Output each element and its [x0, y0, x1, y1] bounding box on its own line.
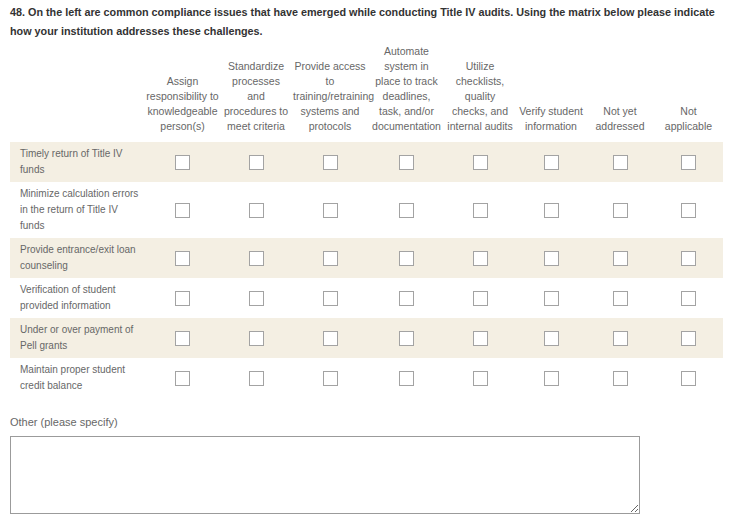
- column-header-not-yet-addressed: Not yet addressed: [586, 44, 654, 142]
- matrix-checkbox-r2-c2[interactable]: [323, 251, 338, 266]
- matrix-checkbox-r3-c0[interactable]: [175, 291, 190, 306]
- matrix-checkbox-r2-c5[interactable]: [544, 251, 559, 266]
- table-row-verification: Verification of student provided informa…: [10, 278, 723, 318]
- table-row-pell-grants: Under or over payment of Pell grants: [10, 318, 723, 358]
- matrix-checkbox-r3-c6[interactable]: [613, 291, 628, 306]
- matrix-checkbox-r1-c0[interactable]: [175, 203, 190, 218]
- matrix-checkbox-r2-c0[interactable]: [175, 251, 190, 266]
- matrix-checkbox-r0-c4[interactable]: [473, 155, 488, 170]
- row-label: Timely return of Title IV funds: [10, 142, 144, 182]
- matrix-checkbox-r0-c3[interactable]: [399, 155, 414, 170]
- matrix-checkbox-r0-c0[interactable]: [175, 155, 190, 170]
- matrix-checkbox-r0-c2[interactable]: [323, 155, 338, 170]
- matrix-checkbox-r5-c1[interactable]: [249, 371, 264, 386]
- matrix-checkbox-r2-c3[interactable]: [399, 251, 414, 266]
- matrix-checkbox-r3-c3[interactable]: [399, 291, 414, 306]
- matrix-checkbox-r3-c4[interactable]: [473, 291, 488, 306]
- matrix-checkbox-r3-c7[interactable]: [681, 291, 696, 306]
- row-label: Under or over payment of Pell grants: [10, 318, 144, 358]
- matrix-checkbox-r4-c2[interactable]: [323, 331, 338, 346]
- matrix-checkbox-r0-c5[interactable]: [544, 155, 559, 170]
- column-header-automate-system: Automate system in place to track deadli…: [369, 44, 444, 142]
- matrix-checkbox-r5-c5[interactable]: [544, 371, 559, 386]
- matrix-checkbox-r3-c5[interactable]: [544, 291, 559, 306]
- matrix-checkbox-r0-c1[interactable]: [249, 155, 264, 170]
- table-row-minimize-errors: Minimize calculation errors in the retur…: [10, 182, 723, 238]
- matrix-checkbox-r2-c1[interactable]: [249, 251, 264, 266]
- matrix-checkbox-r1-c5[interactable]: [544, 203, 559, 218]
- matrix-checkbox-r5-c4[interactable]: [473, 371, 488, 386]
- matrix-checkbox-r1-c2[interactable]: [323, 203, 338, 218]
- matrix-checkbox-r5-c0[interactable]: [175, 371, 190, 386]
- matrix-checkbox-r4-c3[interactable]: [399, 331, 414, 346]
- table-row-timely-return: Timely return of Title IV funds: [10, 142, 723, 182]
- matrix-checkbox-r1-c4[interactable]: [473, 203, 488, 218]
- row-label: Maintain proper student credit balance: [10, 358, 144, 398]
- matrix-checkbox-r2-c6[interactable]: [613, 251, 628, 266]
- matrix-checkbox-r5-c6[interactable]: [613, 371, 628, 386]
- compliance-matrix: Assign responsibility to knowledgeable p…: [10, 44, 723, 398]
- matrix-checkbox-r4-c1[interactable]: [249, 331, 264, 346]
- row-label: Provide entrance/exit loan counseling: [10, 238, 144, 278]
- matrix-header-row: Assign responsibility to knowledgeable p…: [10, 44, 723, 142]
- column-header-utilize-checklists: Utilize checklists, quality checks, and …: [444, 44, 516, 142]
- matrix-checkbox-r4-c0[interactable]: [175, 331, 190, 346]
- matrix-checkbox-r1-c7[interactable]: [681, 203, 696, 218]
- matrix-checkbox-r4-c4[interactable]: [473, 331, 488, 346]
- matrix-checkbox-r2-c7[interactable]: [681, 251, 696, 266]
- matrix-checkbox-r4-c6[interactable]: [613, 331, 628, 346]
- column-header-verify-student-info: Verify student information: [516, 44, 586, 142]
- matrix-checkbox-r4-c5[interactable]: [544, 331, 559, 346]
- column-header-assign-responsibility: Assign responsibility to knowledgeable p…: [144, 44, 221, 142]
- column-header-training-access: Provide access to training/retraining sy…: [291, 44, 369, 142]
- question-title: 48. On the left are common compliance is…: [10, 3, 723, 41]
- other-section: Other (please specify): [10, 415, 723, 514]
- other-input[interactable]: [10, 436, 640, 514]
- row-label: Verification of student provided informa…: [10, 278, 144, 318]
- row-label: Minimize calculation errors in the retur…: [10, 182, 144, 238]
- column-header-standardize-processes: Standardize processes and procedures to …: [221, 44, 291, 142]
- table-row-loan-counseling: Provide entrance/exit loan counseling: [10, 238, 723, 278]
- other-label: Other (please specify): [10, 415, 723, 430]
- matrix-checkbox-r1-c1[interactable]: [249, 203, 264, 218]
- matrix-checkbox-r2-c4[interactable]: [473, 251, 488, 266]
- matrix-checkbox-r0-c7[interactable]: [681, 155, 696, 170]
- matrix-checkbox-r0-c6[interactable]: [613, 155, 628, 170]
- table-row-credit-balance: Maintain proper student credit balance: [10, 358, 723, 398]
- matrix-checkbox-r5-c7[interactable]: [681, 371, 696, 386]
- matrix-checkbox-r1-c3[interactable]: [399, 203, 414, 218]
- matrix-checkbox-r3-c2[interactable]: [323, 291, 338, 306]
- matrix-corner-cell: [10, 44, 144, 142]
- column-header-not-applicable: Not applicable: [654, 44, 723, 142]
- matrix-checkbox-r4-c7[interactable]: [681, 331, 696, 346]
- matrix-checkbox-r3-c1[interactable]: [249, 291, 264, 306]
- matrix-checkbox-r5-c3[interactable]: [399, 371, 414, 386]
- matrix-checkbox-r1-c6[interactable]: [613, 203, 628, 218]
- matrix-checkbox-r5-c2[interactable]: [323, 371, 338, 386]
